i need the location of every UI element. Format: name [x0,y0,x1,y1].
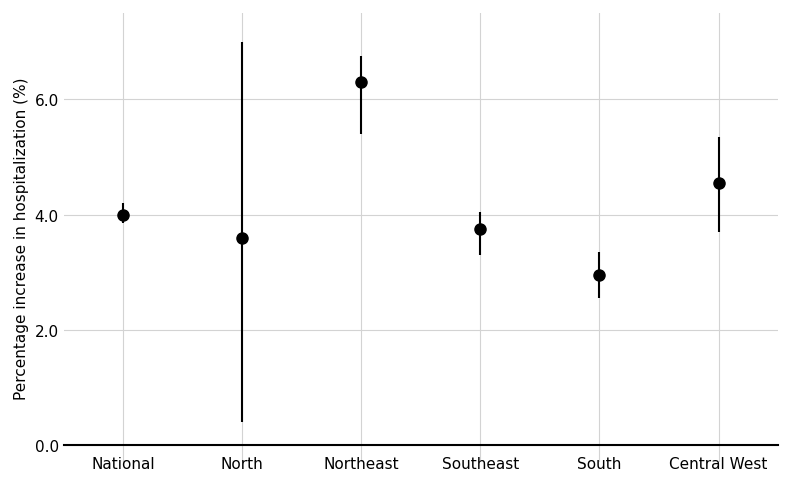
Y-axis label: Percentage increase in hospitalization (%): Percentage increase in hospitalization (… [14,77,29,399]
